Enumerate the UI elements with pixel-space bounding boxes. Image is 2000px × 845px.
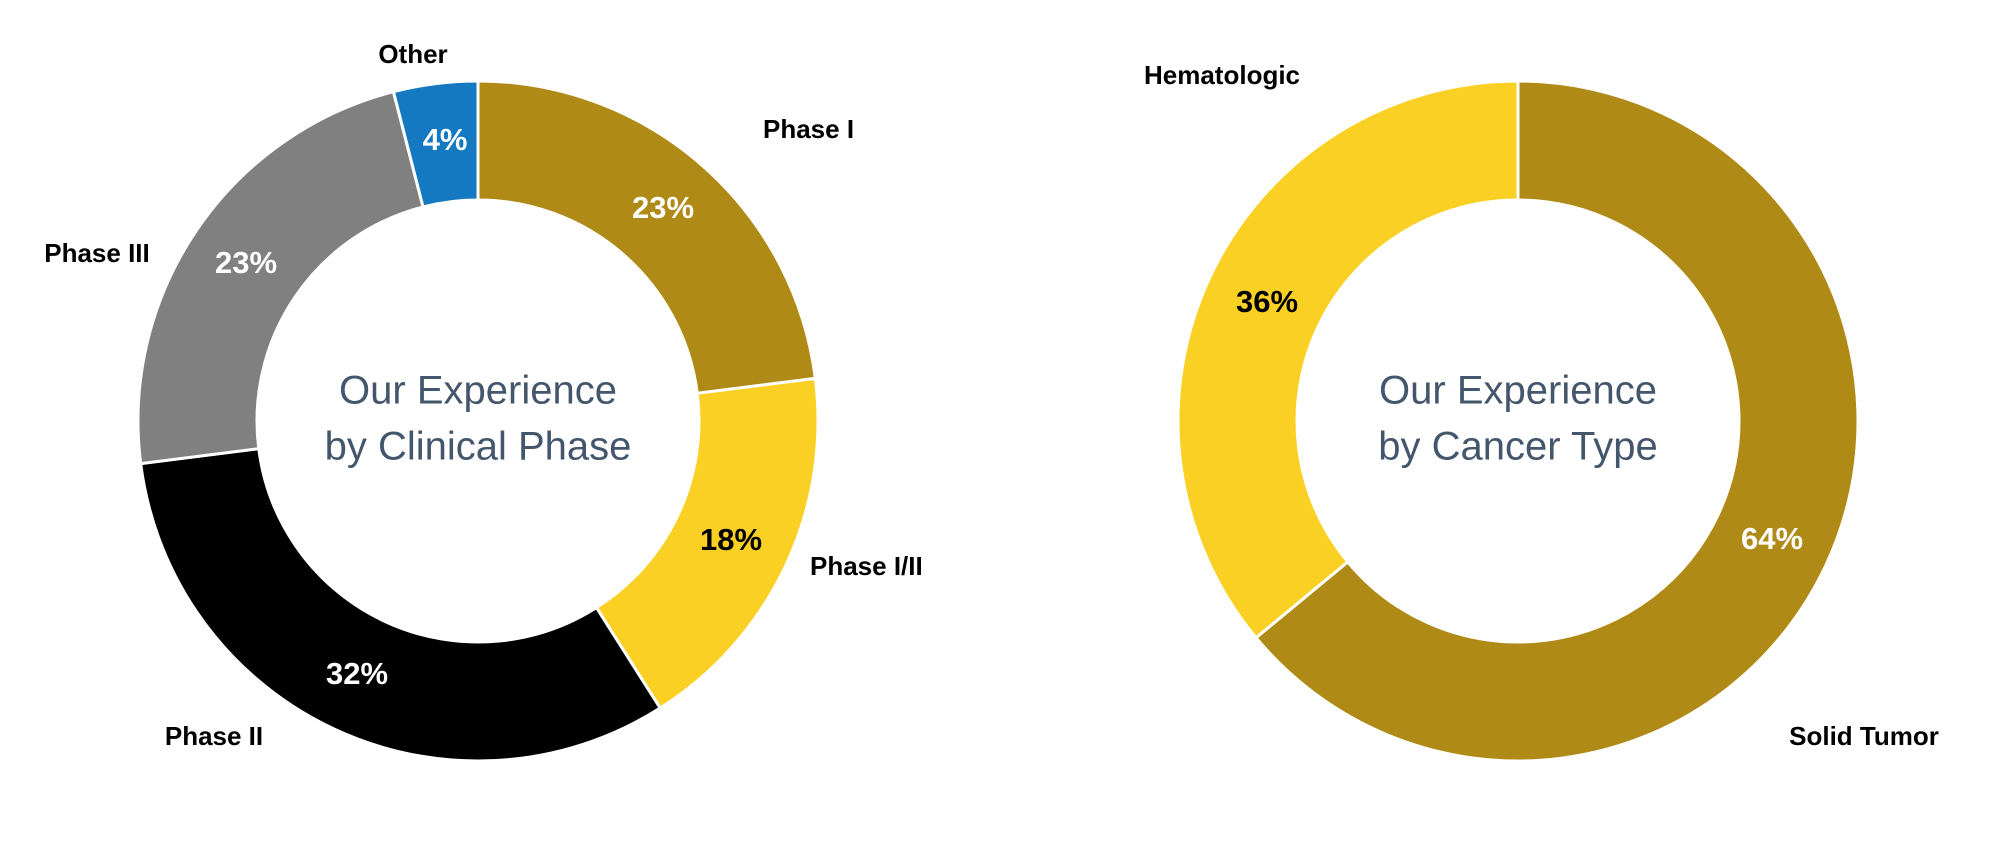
center-title: by Cancer Type: [1378, 425, 1657, 469]
slice-phase-ii: [139, 447, 663, 763]
category-label: Other: [378, 39, 447, 69]
slice-other: [391, 79, 480, 209]
center-title: Our Experience: [1379, 369, 1657, 413]
data-label: 18%: [700, 522, 762, 557]
slice-solid-tumor: [1253, 79, 1860, 763]
data-label: 32%: [326, 656, 388, 691]
slice-phase-i-ii: [594, 376, 820, 711]
donut-chart-2: Solid Tumor Hematologic 64% 36% Our Experien…: [1144, 60, 1939, 763]
category-label: Phase I: [763, 114, 854, 144]
category-label: Hematologic: [1144, 60, 1300, 90]
category-label: Solid Tumor: [1789, 721, 1939, 751]
data-label: 36%: [1236, 284, 1298, 319]
slice-phase-iii: [136, 89, 425, 466]
data-label: 64%: [1741, 521, 1803, 556]
data-label: 4%: [423, 122, 468, 157]
data-label: 23%: [215, 245, 277, 280]
category-label: Phase I/II: [810, 551, 923, 581]
center-title: by Clinical Phase: [325, 425, 632, 469]
center-title: Our Experience: [339, 369, 617, 413]
data-label: 23%: [632, 190, 694, 225]
slice-phase-i: [476, 79, 817, 395]
category-label: Phase II: [165, 721, 263, 751]
slice-hematologic: [1176, 79, 1520, 640]
donut-chart-1: Phase I Phase I/II Phase II Phase III Other 2…: [44, 39, 923, 763]
category-label: Phase III: [44, 238, 150, 268]
